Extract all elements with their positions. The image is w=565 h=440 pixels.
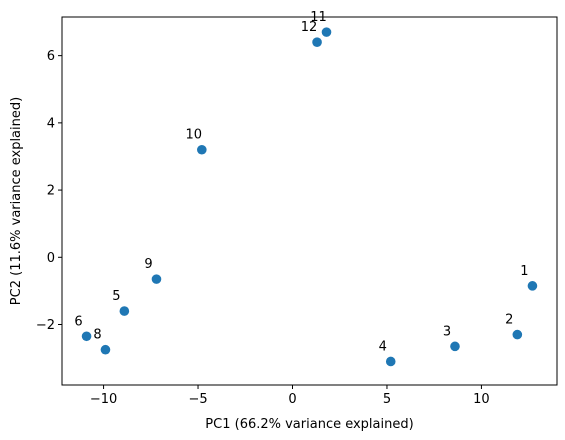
point-label: 11	[310, 10, 327, 25]
data-point	[100, 344, 111, 355]
point-label: 4	[379, 339, 387, 354]
y-tick-label: 2	[47, 184, 55, 199]
x-axis-ticks: −10 −5 0 5 10	[90, 385, 490, 407]
data-point	[385, 356, 396, 367]
data-point	[197, 144, 207, 155]
x-tick-label: 5	[383, 392, 391, 407]
point-label: 1	[520, 264, 528, 279]
data-point	[119, 306, 130, 316]
data-point	[151, 274, 162, 284]
y-tick-label: −2	[36, 318, 55, 333]
point-label: 3	[443, 324, 451, 339]
x-tick-label: 0	[288, 392, 296, 407]
data-point	[312, 37, 322, 48]
x-axis-label: PC1 (66.2% variance explained)	[205, 417, 413, 432]
data-point	[81, 331, 92, 342]
data-point	[512, 329, 523, 340]
data-point	[321, 27, 332, 37]
y-tick-label: 0	[47, 251, 55, 266]
y-tick-label: 6	[47, 49, 55, 64]
point-label: 5	[112, 289, 120, 304]
data-point	[450, 341, 460, 352]
data-points	[81, 27, 538, 367]
y-tick-label: 4	[47, 116, 55, 131]
data-point	[527, 281, 538, 291]
point-label: 6	[74, 314, 82, 329]
plot-area	[61, 16, 558, 386]
point-label: 10	[186, 128, 203, 143]
point-label: 8	[93, 328, 101, 343]
x-tick-label: −10	[90, 392, 117, 407]
point-label: 2	[505, 313, 513, 328]
y-axis-ticks: −2 0 2 4 6	[36, 49, 62, 333]
point-label: 12	[301, 20, 318, 35]
x-tick-label: 10	[473, 392, 490, 407]
y-axis-label: PC2 (11.6% variance explained)	[9, 97, 24, 305]
x-tick-label: −5	[188, 392, 207, 407]
point-label: 9	[144, 257, 152, 272]
